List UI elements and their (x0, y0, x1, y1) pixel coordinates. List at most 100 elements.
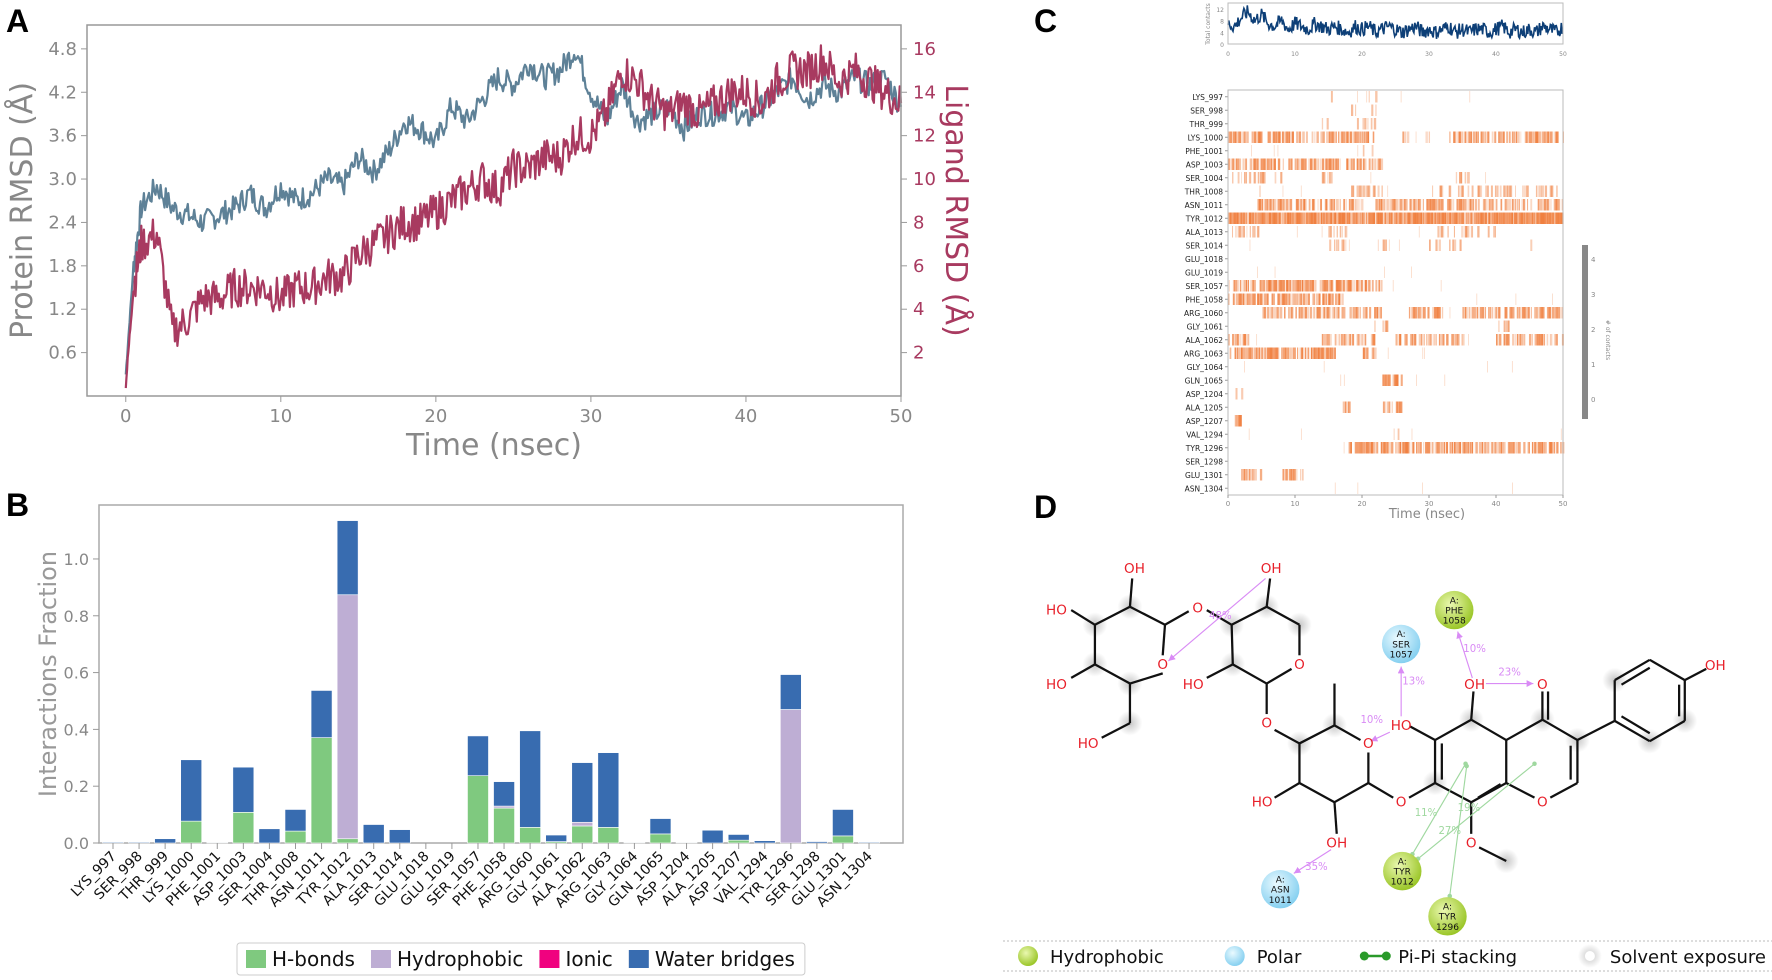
contact-stripe (1465, 212, 1468, 224)
residue-chain: A: (1443, 903, 1452, 913)
contact-stripe (1438, 212, 1440, 224)
contact-stripe (1318, 212, 1320, 224)
contact-stripe (1252, 131, 1255, 143)
contact-stripe (1232, 293, 1235, 305)
contact-stripe (1363, 131, 1365, 143)
contact-stripe (1516, 212, 1518, 224)
contact-stripe (1364, 280, 1367, 292)
contact-stripe (1357, 199, 1359, 211)
contact-stripe (1282, 347, 1284, 359)
contact-stripe (1407, 442, 1410, 454)
contact-stripe (1293, 280, 1296, 292)
contact-stripe (1373, 442, 1376, 454)
contact-stripe (1315, 347, 1318, 359)
contact-stripe (1406, 334, 1408, 346)
contact-stripe (1310, 280, 1313, 292)
bond (1505, 781, 1536, 799)
contact-stripe (1435, 307, 1437, 319)
contact-stripe (1351, 185, 1353, 197)
contact-stripe (1255, 212, 1257, 224)
contact-stripe (1321, 280, 1323, 292)
y2-tick-label: 8 (913, 212, 924, 233)
contact-stripe (1283, 199, 1287, 211)
contact-stripe (1247, 469, 1249, 481)
contact-stripe (1537, 307, 1539, 319)
bond (1101, 722, 1131, 739)
contact-stripe (1232, 334, 1234, 346)
contact-stripe (1444, 442, 1446, 454)
contact-stripe (1397, 374, 1399, 386)
contact-stripe (1483, 307, 1486, 319)
contact-stripe (1267, 307, 1269, 319)
contact-stripe (1482, 212, 1485, 224)
contact-stripe (1334, 482, 1336, 494)
contact-stripe (1333, 307, 1335, 319)
contact-stripe (1434, 212, 1437, 224)
contact-stripe (1251, 145, 1252, 157)
contact-stripe (1301, 347, 1304, 359)
contact-stripe (1305, 280, 1308, 292)
contact-stripe (1449, 199, 1451, 211)
atom-label: OH (1705, 658, 1726, 674)
contact-stripe (1453, 212, 1457, 224)
contact-stripe (1366, 91, 1368, 103)
contact-stripe (1371, 104, 1373, 116)
contact-stripe (1492, 199, 1495, 211)
residue-chain: A: (1397, 630, 1406, 640)
contact-stripe (1533, 131, 1536, 143)
contact-stripe (1243, 469, 1246, 481)
contact-stripe (1359, 442, 1362, 454)
contact-stripe (1338, 131, 1340, 143)
contact-stripe (1500, 334, 1502, 346)
bond (1408, 782, 1436, 799)
contact-stripe (1392, 442, 1394, 454)
contact-stripe (1330, 199, 1333, 211)
contact-stripe (1475, 307, 1477, 319)
contact-stripe (1249, 158, 1252, 170)
ligand-bonds (1070, 578, 1707, 862)
contact-stripe (1381, 199, 1384, 211)
bond (1070, 609, 1096, 626)
contact-stripe (1247, 131, 1249, 143)
contact-stripe (1528, 212, 1530, 224)
contact-stripe (1357, 158, 1360, 170)
contact-stripe (1235, 388, 1238, 400)
contact-stripe (1499, 307, 1501, 319)
contact-stripe (1557, 212, 1560, 224)
contact-stripe (1494, 442, 1498, 454)
contact-stripe (1407, 212, 1409, 224)
contact-stripe (1556, 199, 1560, 211)
contact-stripe (1308, 199, 1310, 211)
contact-stripe (1272, 131, 1274, 143)
contact-stripe (1334, 212, 1337, 224)
contact-stripe (1350, 199, 1353, 211)
bond (1470, 691, 1475, 720)
contact-stripe (1260, 199, 1262, 211)
contact-stripe (1542, 442, 1544, 454)
contact-stripe (1387, 185, 1389, 197)
contact-stripe (1237, 158, 1240, 170)
contact-stripe (1509, 442, 1511, 454)
contact-stripe (1256, 158, 1258, 170)
contact-stripe (1513, 442, 1516, 454)
contact-stripe (1361, 280, 1364, 292)
contact-stripe (1244, 361, 1245, 373)
contact-stripe (1374, 334, 1376, 346)
contact-stripe (1258, 347, 1261, 359)
contact-stripe (1325, 199, 1328, 211)
contact-stripe (1242, 280, 1244, 292)
contact-stripe (1352, 334, 1354, 346)
contact-stripe (1381, 280, 1383, 292)
contact-stripe (1556, 442, 1559, 454)
contact-stripe (1300, 428, 1302, 440)
contact-stripe (1392, 280, 1394, 292)
contact-stripe (1309, 199, 1311, 211)
contact-stripe (1335, 131, 1337, 143)
contact-stripe (1402, 131, 1405, 143)
bond (1470, 718, 1507, 742)
y-tick-label: 3.6 (48, 126, 77, 147)
contact-stripe (1457, 185, 1460, 197)
contact-stripe (1428, 131, 1431, 143)
contact-stripe (1345, 226, 1348, 238)
hbond-arrow (1293, 849, 1332, 874)
